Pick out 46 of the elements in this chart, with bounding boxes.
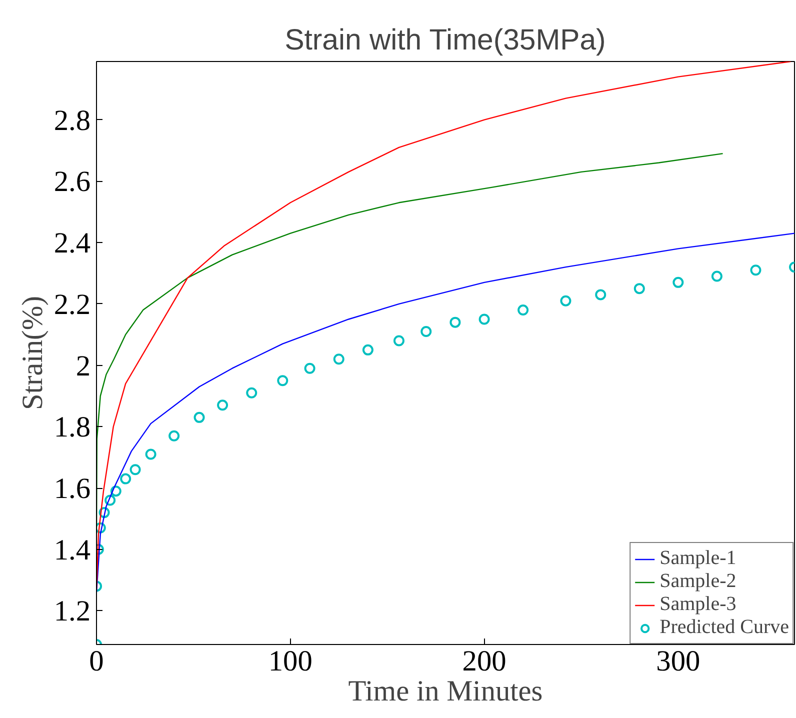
x-tick-label: 100 [268, 646, 312, 678]
point [518, 304, 529, 316]
y-tick-label: 2 [76, 350, 91, 382]
y-axis-title: Strain(%) [16, 296, 49, 410]
legend-label: Sample-1 [660, 547, 736, 570]
y-tick-label: 2.4 [54, 228, 91, 260]
point [560, 295, 572, 306]
point [750, 264, 762, 276]
line-series [96, 232, 794, 593]
y-tick-label: 2.8 [54, 104, 91, 137]
point [634, 283, 645, 294]
point [478, 314, 490, 325]
point [362, 344, 374, 356]
point [110, 486, 122, 497]
legend-label: Sample-2 [660, 570, 736, 593]
point [246, 387, 258, 398]
point [393, 335, 404, 346]
point [711, 270, 722, 282]
y-tick-label: 1.6 [54, 473, 91, 506]
point [130, 464, 141, 476]
point [120, 473, 132, 484]
x-tick-label: 0 [89, 646, 104, 678]
point [450, 316, 461, 328]
y-tick-label: 2.2 [54, 288, 91, 321]
y-tick-label: 2.6 [54, 166, 91, 198]
point [304, 362, 316, 374]
point [168, 430, 180, 442]
x-axis-title: Time in Minutes [348, 676, 543, 708]
y-tick-label: 1.4 [54, 534, 91, 566]
legend-label: Sample-3 [660, 593, 736, 616]
legend-label: Predicted Curve [660, 616, 789, 639]
point [672, 276, 684, 288]
x-tick-label: 200 [462, 646, 506, 678]
y-tick-label: 1.8 [54, 412, 91, 444]
point [595, 289, 606, 300]
y-tick-label: 1.2 [54, 596, 91, 628]
x-tick-label: 300 [656, 646, 700, 678]
point [217, 400, 228, 411]
point [145, 448, 156, 460]
point [277, 375, 288, 386]
point [194, 412, 205, 423]
point [420, 326, 432, 338]
point [104, 494, 116, 506]
chart-title: Strain with Time(35MPa) [284, 24, 606, 56]
point [333, 354, 344, 365]
point [98, 507, 110, 518]
